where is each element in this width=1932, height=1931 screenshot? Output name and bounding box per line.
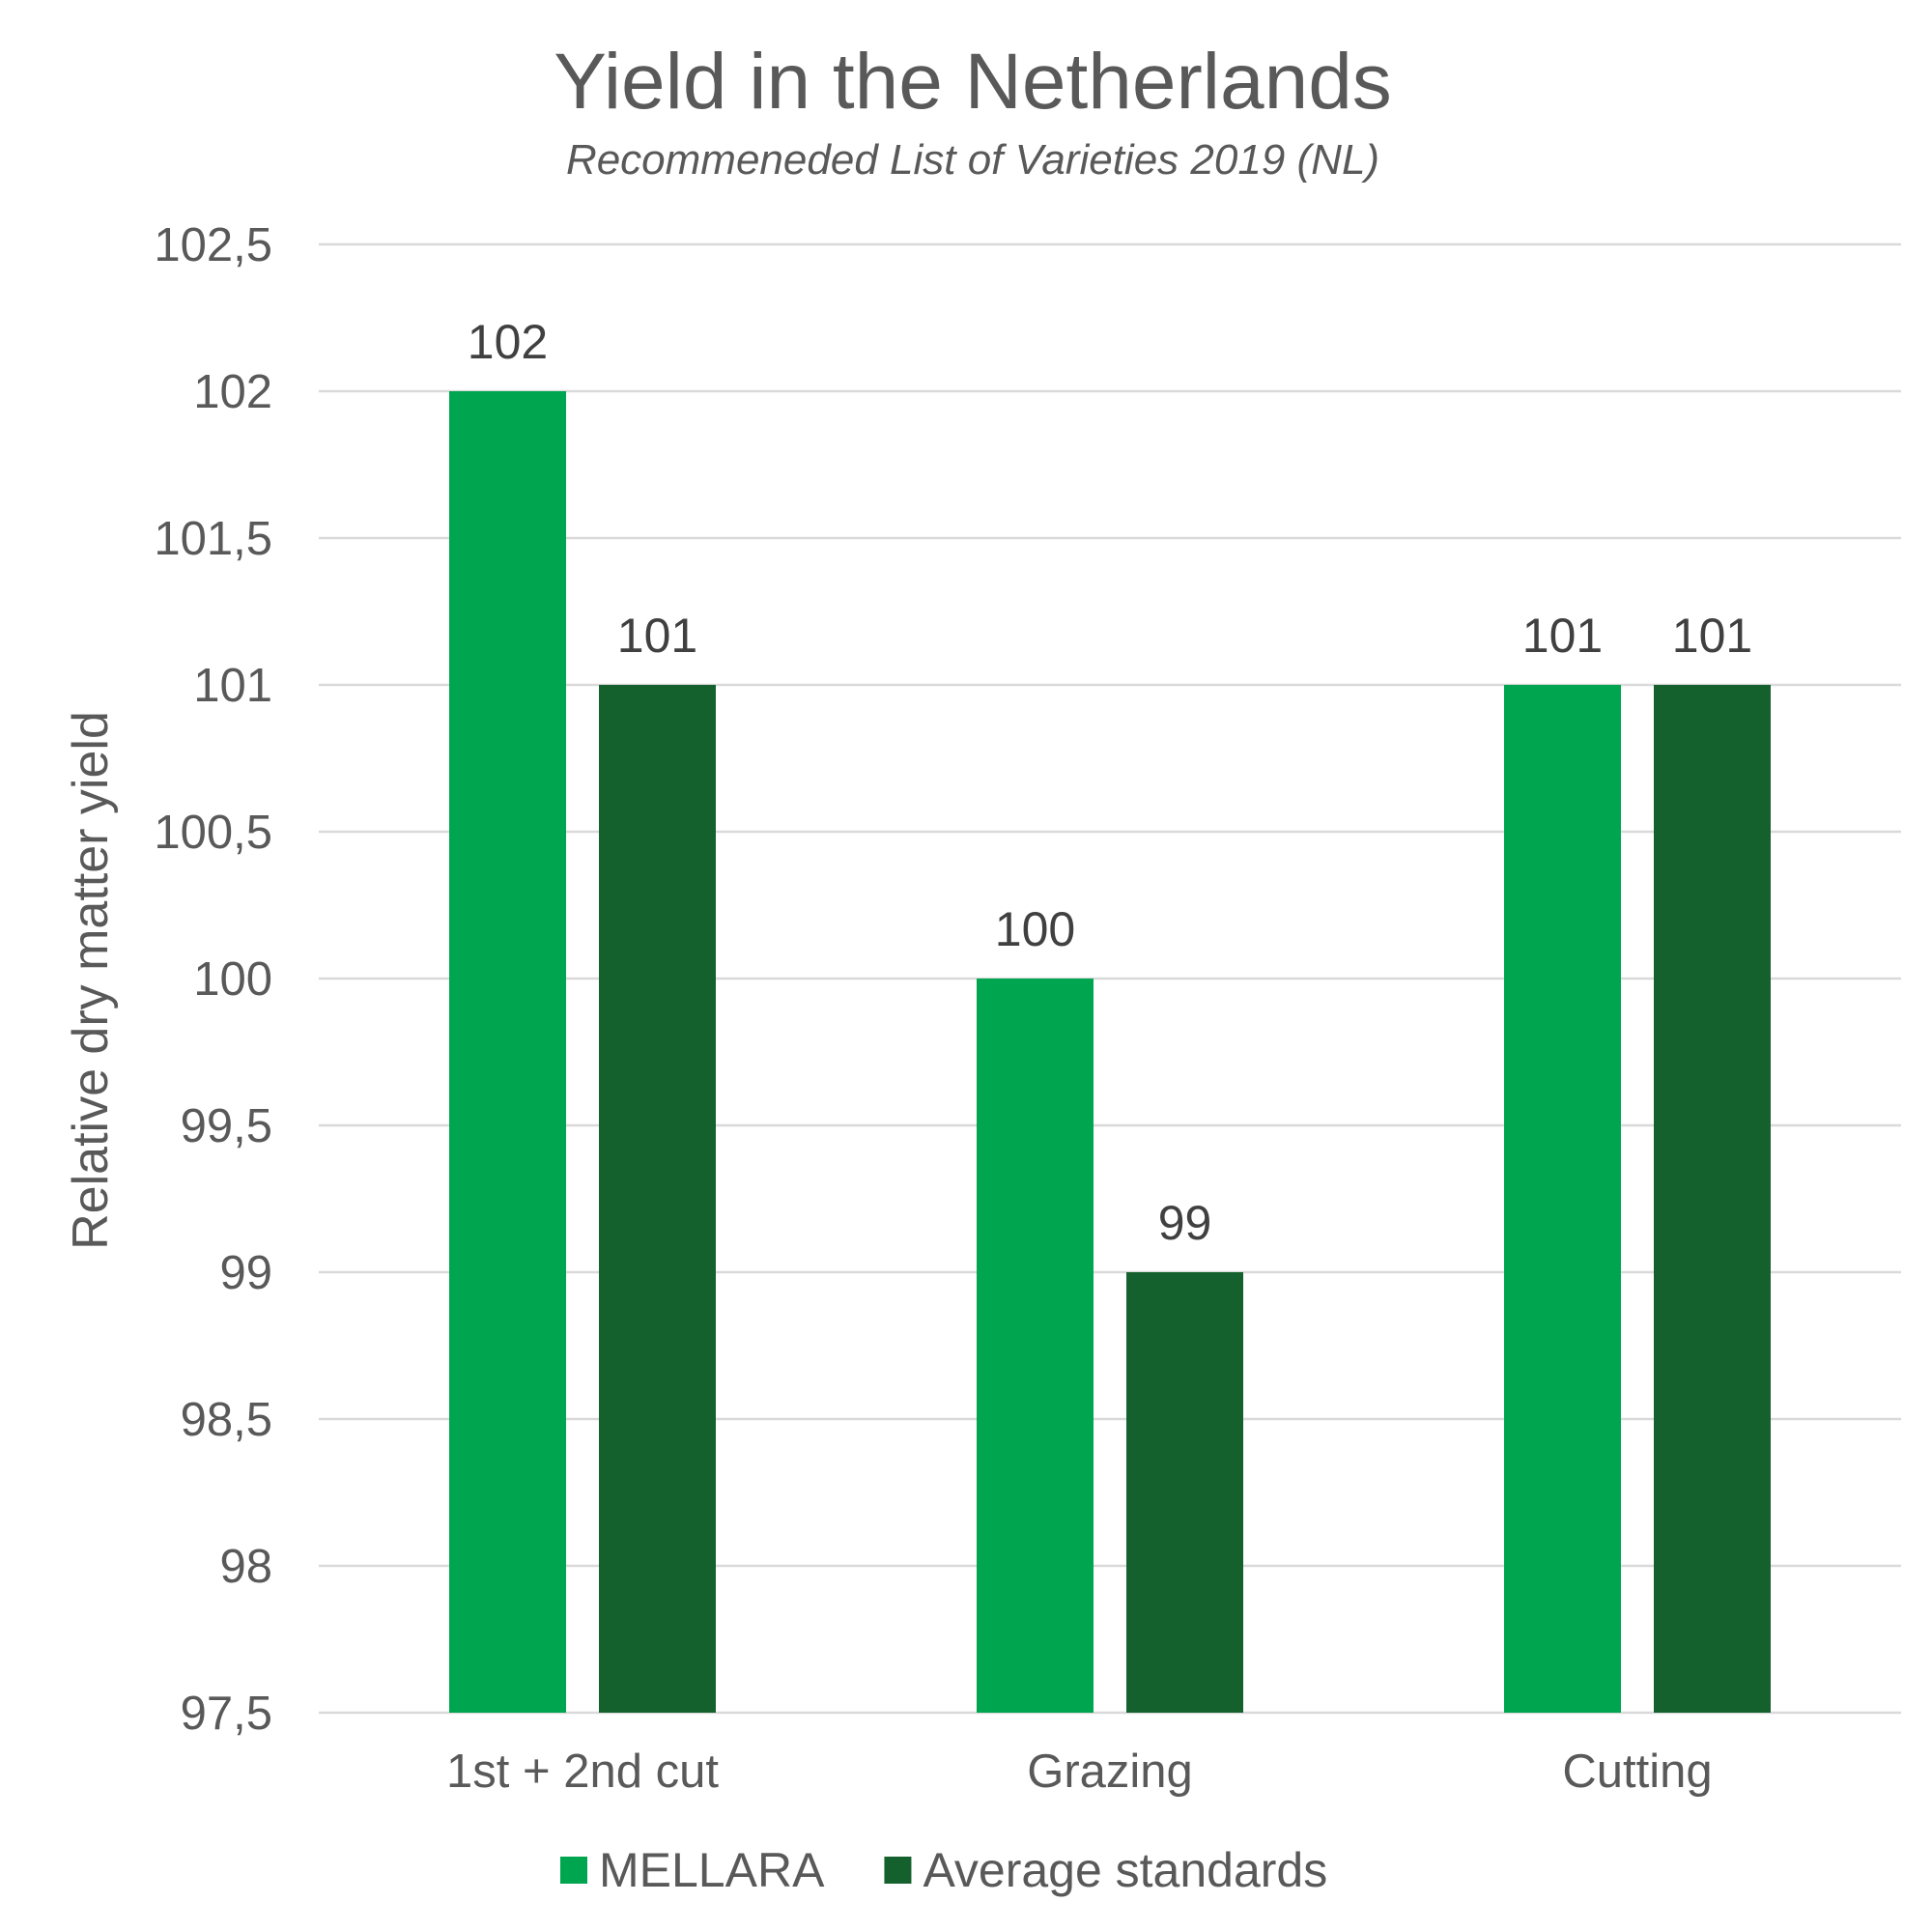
bar <box>1126 1272 1243 1713</box>
data-label: 101 <box>1522 609 1603 663</box>
y-tick-label: 100,5 <box>154 807 272 859</box>
data-label: 101 <box>617 609 697 663</box>
chart-title: Yield in the Netherlands <box>554 38 1392 126</box>
y-tick-label: 102 <box>193 366 272 418</box>
data-label: 102 <box>468 315 548 369</box>
legend-swatch <box>884 1857 912 1884</box>
bar <box>977 979 1094 1713</box>
y-tick-label: 101,5 <box>154 513 272 565</box>
x-tick-label: Grazing <box>1027 1746 1193 1798</box>
bar <box>1504 685 1621 1713</box>
legend: MELLARA Average standards <box>560 1843 1327 1897</box>
legend-item-label: Average standards <box>923 1843 1327 1897</box>
y-tick-label: 99 <box>219 1247 272 1299</box>
y-tick-label: 99,5 <box>181 1100 272 1152</box>
x-axis-ticks: 1st + 2nd cut Grazing Cutting <box>446 1746 1713 1798</box>
gridlines <box>319 242 1901 1715</box>
legend-item-label: MELLARA <box>599 1843 825 1897</box>
data-label: 99 <box>1158 1196 1212 1250</box>
bar <box>1654 685 1771 1713</box>
y-tick-label: 97,5 <box>181 1688 272 1740</box>
y-axis-ticks: 97,5 98 98,5 99 99,5 100 100,5 101 101,5 102 102,5 <box>154 219 272 1740</box>
y-tick-label: 101 <box>193 660 272 712</box>
data-labels: 102 101 100 99 101 101 <box>468 315 1752 1250</box>
x-tick-label: 1st + 2nd cut <box>446 1746 719 1798</box>
y-tick-label: 102,5 <box>154 219 272 271</box>
legend-swatch <box>560 1857 587 1884</box>
data-label: 101 <box>1672 609 1752 663</box>
bar <box>599 685 716 1713</box>
chart-subtitle: Recommeneded List of Varieties 2019 (NL) <box>566 136 1379 184</box>
data-label: 100 <box>995 902 1075 956</box>
y-tick-label: 98,5 <box>181 1394 272 1446</box>
y-axis-label: Relative dry matter yield <box>63 711 119 1250</box>
bar <box>449 391 566 1713</box>
bars <box>449 391 1771 1713</box>
y-tick-label: 100 <box>193 953 272 1006</box>
x-tick-label: Cutting <box>1562 1746 1712 1798</box>
y-tick-label: 98 <box>219 1541 272 1593</box>
